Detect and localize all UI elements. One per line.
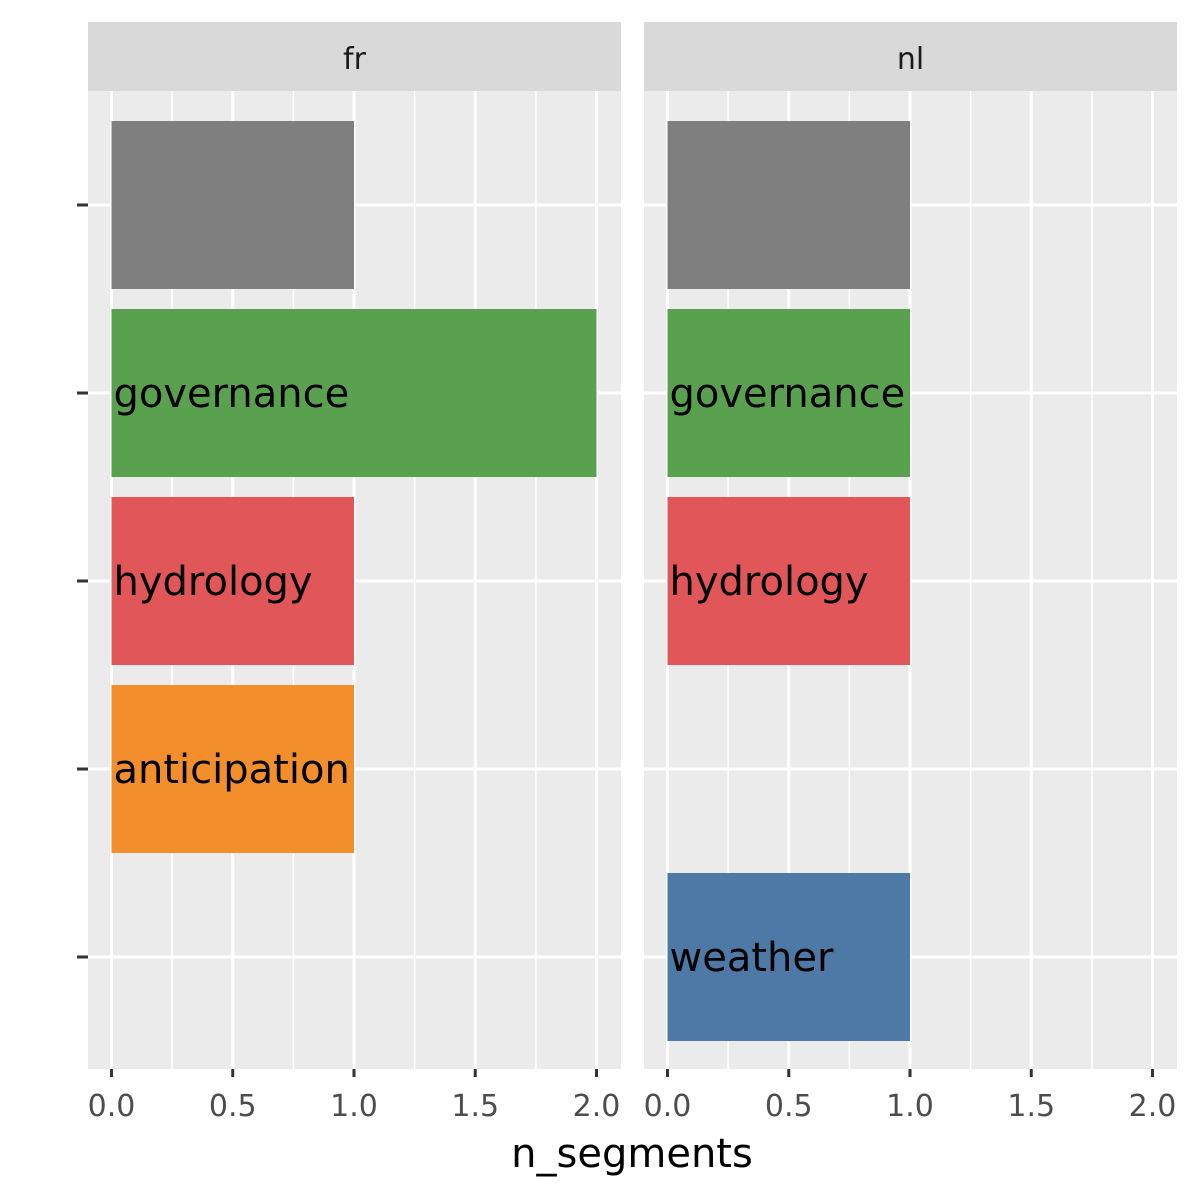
x-tick-label: 1.5 bbox=[1007, 1089, 1055, 1124]
x-tick-label: 0.5 bbox=[765, 1089, 813, 1124]
facet-strip bbox=[88, 22, 621, 91]
facet-strip bbox=[644, 22, 1177, 91]
bar-label-hydrology: hydrology bbox=[670, 559, 869, 605]
x-tick-label: 2.0 bbox=[573, 1089, 621, 1124]
bar-label-governance: governance bbox=[114, 371, 350, 417]
facet-strip-label: fr bbox=[343, 42, 367, 77]
bar-label-weather: weather bbox=[670, 935, 834, 981]
bar-weather-nl bbox=[667, 873, 910, 1041]
x-tick-label: 1.5 bbox=[451, 1089, 499, 1124]
bar-label-governance: governance bbox=[670, 371, 906, 417]
facet-panels: fr governance hydrology anticipation 0.0 0.5 1… bbox=[88, 22, 1177, 1124]
x-axis-title: n_segments bbox=[511, 1131, 753, 1177]
x-tick-label: 1.0 bbox=[330, 1089, 378, 1124]
x-tick-label: 0.5 bbox=[209, 1089, 257, 1124]
facet-panel-nl: nl governance hydrology weather 0.0 0.5 1.0 1.5… bbox=[644, 22, 1177, 1124]
bar-unlabeled-fr bbox=[111, 121, 354, 289]
bar-unlabeled-nl bbox=[667, 121, 910, 289]
facet-panel-fr: fr governance hydrology anticipation 0.0 0.5 1… bbox=[88, 22, 621, 1124]
bar-hydrology-fr bbox=[111, 497, 354, 665]
bar-governance-fr bbox=[111, 309, 597, 477]
bar-hydrology-nl bbox=[667, 497, 910, 665]
x-tick-label: 1.0 bbox=[886, 1089, 934, 1124]
x-tick-label: 0.0 bbox=[88, 1089, 136, 1124]
y-axis-ticks bbox=[77, 203, 88, 959]
bar-anticipation-fr bbox=[111, 685, 354, 853]
bar-label-anticipation: anticipation bbox=[114, 747, 350, 793]
x-tick-label: 2.0 bbox=[1129, 1089, 1177, 1124]
bar-governance-nl bbox=[667, 309, 910, 477]
facet-strip-label: nl bbox=[897, 42, 924, 77]
bar-label-hydrology: hydrology bbox=[114, 559, 313, 605]
x-tick-label: 0.0 bbox=[644, 1089, 692, 1124]
